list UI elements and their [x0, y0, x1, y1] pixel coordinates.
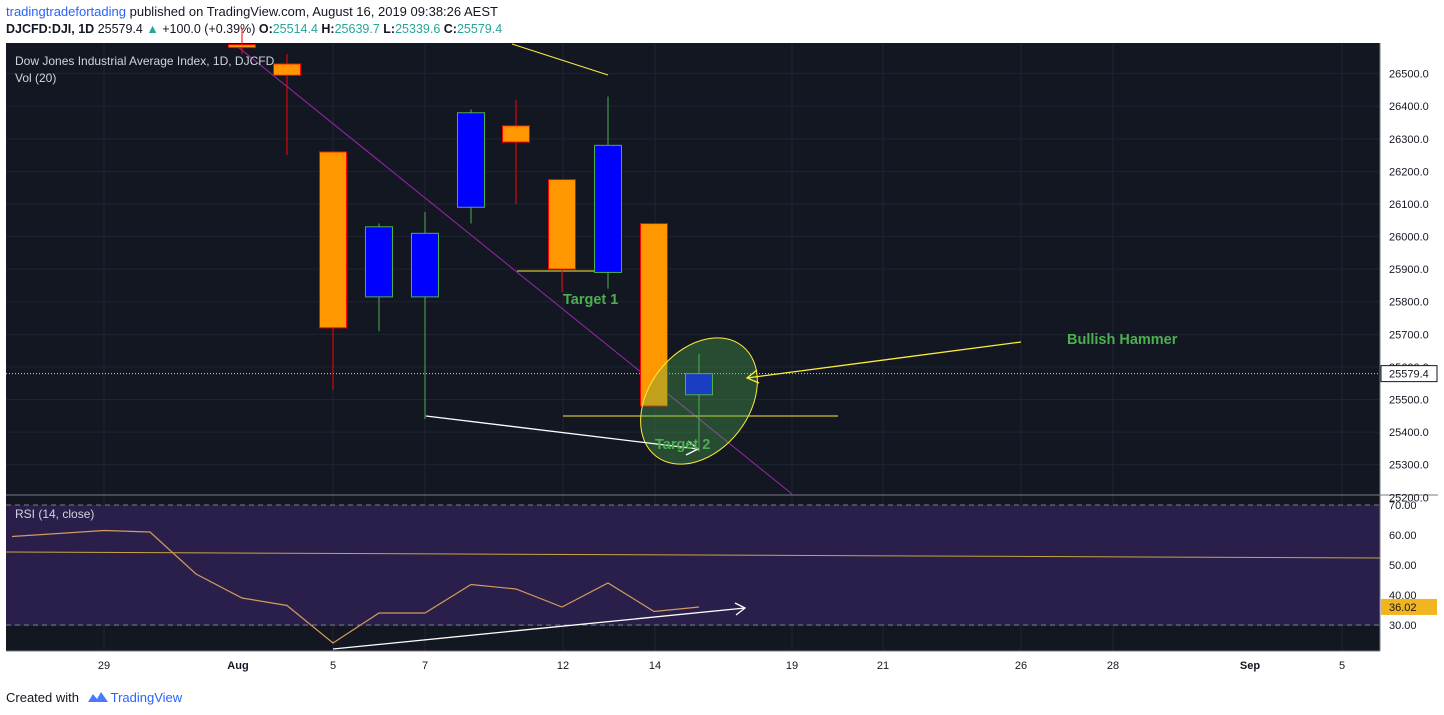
rsi-tick-label: 60.00	[1389, 530, 1417, 542]
high-value: 25639.7	[334, 22, 380, 36]
candle-body	[640, 223, 668, 407]
rsi-tick-label: 50.00	[1389, 560, 1417, 572]
price-tick-label: 25200.0	[1389, 492, 1429, 504]
price-tick-label: 26000.0	[1389, 232, 1429, 244]
footer: Created with TradingView	[6, 690, 182, 707]
time-tick-label: 21	[877, 660, 889, 672]
low-label: L:	[383, 22, 396, 36]
time-tick-label: 5	[330, 660, 336, 672]
divergence-arrowhead-price	[685, 440, 700, 456]
time-axis-background	[6, 651, 1438, 681]
price-tick-label: 25700.0	[1389, 329, 1429, 341]
candle-body	[273, 63, 301, 76]
candle-body	[411, 232, 439, 298]
divergence-arrow-price	[425, 415, 699, 450]
candle-body	[457, 112, 485, 208]
price-tick-label: 26300.0	[1389, 134, 1429, 146]
candle-body	[594, 144, 622, 273]
time-tick-label: 28	[1107, 660, 1119, 672]
price-tick-label: 26200.0	[1389, 166, 1429, 178]
price-tick-label: 25900.0	[1389, 264, 1429, 276]
candle-body	[548, 179, 576, 270]
time-tick-label: 14	[649, 660, 661, 672]
last-price-tag	[1380, 365, 1438, 383]
price-tick-label: 25300.0	[1389, 460, 1429, 472]
open-label: O:	[258, 22, 273, 36]
last-price-tag-label: 25579.4	[1389, 369, 1429, 381]
candle-body	[319, 151, 347, 329]
rsi-tick-label: 70.00	[1389, 500, 1417, 512]
last-price: 25579.4	[97, 22, 143, 36]
time-tick-label: Aug	[227, 660, 248, 672]
legend-vol: Vol (20)	[15, 71, 56, 85]
price-axis-background	[1380, 43, 1438, 651]
divergence-arrow-rsi	[332, 607, 746, 650]
up-arrow-icon: ▲	[146, 22, 159, 36]
candle-body	[228, 44, 256, 49]
publish-line: tradingtradefortading published on Tradi…	[6, 4, 498, 19]
price-tick-label: 26400.0	[1389, 101, 1429, 113]
time-tick-label: 29	[98, 660, 110, 672]
time-tick-label: Sep	[1240, 660, 1260, 672]
legend-title: Dow Jones Industrial Average Index, 1D, …	[15, 54, 275, 68]
rsi-tick-label: 30.00	[1389, 620, 1417, 632]
tradingview-logo-icon	[87, 690, 109, 707]
tradingview-brand-link[interactable]: TradingView	[110, 690, 183, 705]
candle-body	[685, 373, 713, 396]
open-value: 25514.4	[272, 22, 318, 36]
rsi-band-fill	[6, 505, 1380, 626]
price-tick-label: 25500.0	[1389, 395, 1429, 407]
published-info: published on TradingView.com, August 16,…	[129, 4, 498, 19]
author-link[interactable]: tradingtradefortading	[6, 4, 126, 19]
legend-rsi: RSI (14, close)	[15, 507, 94, 521]
close-value: 25579.4	[456, 22, 503, 36]
bullish-hammer-label[interactable]: Bullish Hammer	[1067, 332, 1178, 348]
time-tick-label: 7	[422, 660, 428, 672]
low-value: 25339.6	[395, 22, 441, 36]
symbol-label: DJCFD:DJI, 1D	[6, 22, 95, 36]
price-tick-label: 26100.0	[1389, 199, 1429, 211]
rsi-line	[11, 529, 700, 644]
candle-body	[365, 226, 393, 298]
created-with-text: Created with	[6, 690, 79, 705]
hammer-pointer-arrow	[746, 341, 1022, 379]
time-tick-label: 12	[557, 660, 569, 672]
close-label: C:	[443, 22, 457, 36]
price-tick-label: 26500.0	[1389, 69, 1429, 81]
price-tick-label: 25400.0	[1389, 427, 1429, 439]
hammer-pointer-arrowhead	[745, 369, 760, 384]
target-2-label[interactable]: Target 2	[655, 437, 710, 453]
time-tick-label: 26	[1015, 660, 1027, 672]
rsi-trend-line	[5, 551, 1381, 559]
downtrend-line	[237, 46, 793, 495]
rsi-last-value-tag	[1381, 598, 1437, 615]
time-tick-label: 19	[786, 660, 798, 672]
divergence-arrowhead-rsi	[734, 602, 747, 616]
hammer-highlight-ellipse	[640, 337, 758, 465]
ohlc-line: DJCFD:DJI, 1D 25579.4 ▲ +100.0 (+0.39%) …	[6, 22, 502, 36]
candle-body	[502, 125, 530, 143]
resistance-line	[511, 43, 609, 76]
target-1-label[interactable]: Target 1	[563, 292, 618, 308]
rsi-last-value-label: 36.02	[1389, 602, 1417, 614]
high-label: H:	[321, 22, 335, 36]
change-value: +100.0 (+0.39%)	[162, 22, 256, 36]
time-tick-label: 5	[1339, 660, 1345, 672]
price-tick-label: 25800.0	[1389, 297, 1429, 309]
